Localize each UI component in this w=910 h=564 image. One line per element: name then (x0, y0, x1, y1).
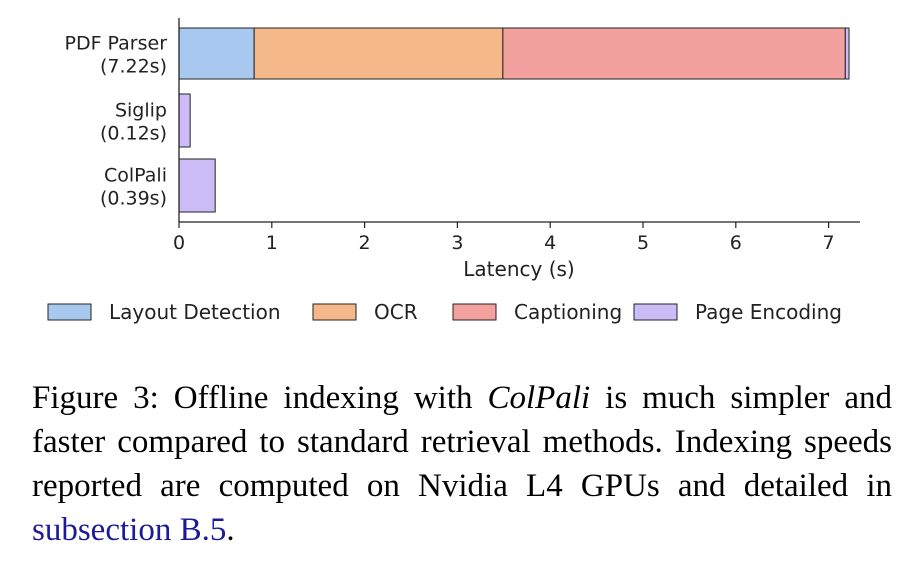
x-tick-label: 4 (544, 232, 556, 254)
caption-prefix: Figure 3: Offline indexing with (32, 380, 488, 416)
bar-pdf-parser-ocr (253, 27, 504, 80)
x-tick-label: 1 (266, 232, 278, 254)
x-tick-label: 5 (637, 232, 649, 254)
legend-swatch-ocr (312, 303, 357, 321)
legend-swatch-layout-detection (47, 303, 92, 321)
legend-label-layout-detection: Layout Detection (109, 300, 281, 324)
stacked-bar-chart: 0 1 2 3 4 5 6 7 PDF Parser(7.22s) Siglip(0.12s) C… (47, 18, 860, 324)
x-ticks-group: 0 1 2 3 4 5 6 7 (173, 222, 835, 254)
bar-colpali-page-encoding (178, 158, 216, 213)
category-label-colpali: ColPali (104, 165, 167, 187)
axes-group (178, 18, 860, 223)
caption-link-subsection[interactable]: subsection B.5 (32, 512, 227, 548)
category-label-siglip: Siglip (115, 100, 167, 122)
legend-label-captioning: Captioning (514, 300, 622, 324)
legend-label-page-encoding: Page Encoding (695, 300, 842, 324)
category-total-siglip: (0.12s) (100, 123, 167, 145)
figure-caption: Figure 3: Offline indexing with ColPali … (32, 376, 892, 552)
bars-group (178, 27, 850, 213)
legend-label-ocr: OCR (374, 300, 418, 324)
x-tick-label: 6 (730, 232, 742, 254)
x-tick-label: 3 (451, 232, 463, 254)
caption-body: is much simpler and faster compared to s… (32, 380, 892, 504)
bar-pdf-parser-layout-detection (178, 27, 255, 80)
bar-pdf-parser-page-encoding (844, 27, 850, 80)
bar-pdf-parser-captioning (502, 27, 846, 80)
legend-swatch-captioning (452, 303, 497, 321)
category-total-pdf-parser: (7.22s) (100, 56, 167, 78)
caption-italic-colpali: ColPali (487, 380, 591, 416)
x-tick-label: 7 (823, 232, 835, 254)
category-label-pdf-parser: PDF Parser (64, 33, 167, 55)
bar-siglip-page-encoding (178, 93, 191, 148)
x-axis-title: Latency (s) (463, 257, 574, 281)
x-tick-label: 0 (173, 232, 185, 254)
category-labels-group: PDF Parser(7.22s) Siglip(0.12s) ColPali(0.… (64, 33, 167, 210)
caption-suffix: . (226, 512, 235, 548)
legend: Layout Detection OCR Captioning Page Encodi… (47, 300, 842, 324)
legend-swatch-page-encoding (633, 303, 678, 321)
category-total-colpali: (0.39s) (100, 188, 167, 210)
x-tick-label: 2 (359, 232, 371, 254)
